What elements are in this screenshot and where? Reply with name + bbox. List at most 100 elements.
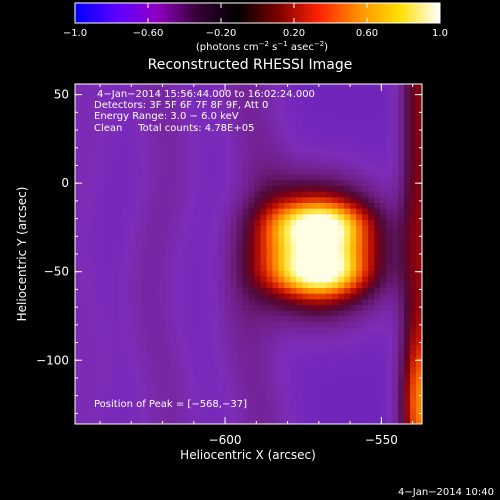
heatmap-cell	[116, 412, 124, 419]
heatmap-cell	[146, 361, 154, 368]
heatmap-cell	[104, 254, 112, 261]
heatmap-cell	[242, 305, 250, 312]
heatmap-cell	[152, 163, 160, 170]
heatmap-cell	[182, 140, 190, 147]
heatmap-cell	[110, 356, 118, 363]
heatmap-cell	[386, 316, 393, 323]
heatmap-cell	[320, 271, 327, 278]
heatmap-cell	[356, 203, 363, 210]
heatmap-cell	[224, 395, 232, 402]
heatmap-cell	[170, 361, 178, 368]
heatmap-cell	[314, 89, 321, 96]
heatmap-cell	[128, 412, 136, 419]
heatmap-cell	[212, 254, 220, 261]
heatmap-cell	[188, 237, 196, 244]
heatmap-cell	[218, 225, 226, 232]
heatmap-cell	[134, 271, 142, 278]
heatmap-cell	[230, 310, 238, 317]
heatmap-cell	[362, 89, 369, 96]
heatmap-cell	[200, 350, 208, 357]
heatmap-cell	[320, 118, 327, 125]
heatmap-cell	[386, 344, 393, 351]
heatmap-cell	[374, 333, 381, 340]
heatmap-cell	[410, 310, 417, 317]
heatmap-cell	[152, 106, 160, 113]
heatmap-cell	[308, 412, 315, 419]
heatmap-cell	[188, 225, 196, 232]
heatmap-cell	[206, 288, 214, 295]
heatmap-cell	[242, 208, 250, 215]
heatmap-cell	[92, 84, 100, 91]
heatmap-cell	[290, 186, 297, 193]
heatmap-cell	[75, 118, 82, 125]
heatmap-cell	[356, 197, 363, 204]
heatmap-cell	[254, 265, 262, 272]
heatmap-cell	[266, 152, 274, 159]
heatmap-cell	[410, 231, 417, 238]
heatmap-cell	[80, 259, 88, 266]
heatmap-cell	[290, 248, 297, 255]
heatmap-cell	[326, 322, 333, 329]
heatmap-cell	[278, 157, 285, 164]
heatmap-cell	[290, 322, 297, 329]
heatmap-cell	[272, 271, 280, 278]
heatmap-cell	[302, 186, 309, 193]
heatmap-cell	[260, 140, 268, 147]
heatmap-cell	[344, 225, 351, 232]
heatmap-cell	[218, 271, 226, 278]
heatmap-cell	[242, 135, 250, 142]
heatmap-cell	[248, 367, 256, 374]
heatmap-cell	[284, 129, 291, 136]
heatmap-cell	[212, 412, 220, 419]
heatmap-cell	[308, 305, 315, 312]
heatmap-cell	[170, 282, 178, 289]
heatmap-cell	[260, 118, 268, 125]
heatmap-cell	[260, 356, 268, 363]
heatmap-cell	[344, 89, 351, 96]
heatmap-cell	[158, 367, 166, 374]
heatmap-cell	[212, 157, 220, 164]
heatmap-cell	[200, 157, 208, 164]
heatmap-cell	[332, 282, 339, 289]
heatmap-cell	[236, 265, 244, 272]
heatmap-cell	[296, 197, 303, 204]
heatmap-cell	[140, 225, 148, 232]
heatmap-cell	[140, 350, 148, 357]
heatmap-cell	[170, 169, 178, 176]
heatmap-cell	[128, 361, 136, 368]
heatmap-cell	[212, 169, 220, 176]
heatmap-cell	[212, 282, 220, 289]
heatmap-cell	[374, 344, 381, 351]
heatmap-cell	[152, 231, 160, 238]
heatmap-cell	[254, 248, 262, 255]
heatmap-cell	[164, 112, 172, 119]
heatmap-cell	[356, 84, 363, 91]
heatmap-cell	[75, 327, 82, 334]
heatmap-cell	[230, 322, 238, 329]
heatmap-cell	[152, 174, 160, 181]
heatmap-cell	[80, 344, 88, 351]
heatmap-cell	[75, 333, 82, 340]
heatmap-cell	[182, 112, 190, 119]
heatmap-cell	[362, 197, 369, 204]
heatmap-cell	[356, 390, 363, 397]
heatmap-cell	[248, 152, 256, 159]
heatmap-cell	[134, 390, 142, 397]
heatmap-cell	[302, 220, 309, 227]
heatmap-cell	[356, 322, 363, 329]
heatmap-cell	[236, 208, 244, 215]
heatmap-cell	[410, 367, 417, 374]
heatmap-cell	[344, 350, 351, 357]
heatmap-cell	[248, 225, 256, 232]
heatmap-cell	[236, 112, 244, 119]
heatmap-cell	[86, 356, 94, 363]
heatmap-cell	[260, 146, 268, 153]
heatmap-cell	[218, 101, 226, 108]
heatmap-cell	[86, 367, 94, 374]
heatmap-cell	[170, 174, 178, 181]
heatmap-cell	[332, 146, 339, 153]
heatmap-cell	[86, 163, 94, 170]
heatmap-cell	[332, 254, 339, 261]
heatmap-cell	[344, 299, 351, 306]
heatmap-cell	[206, 129, 214, 136]
